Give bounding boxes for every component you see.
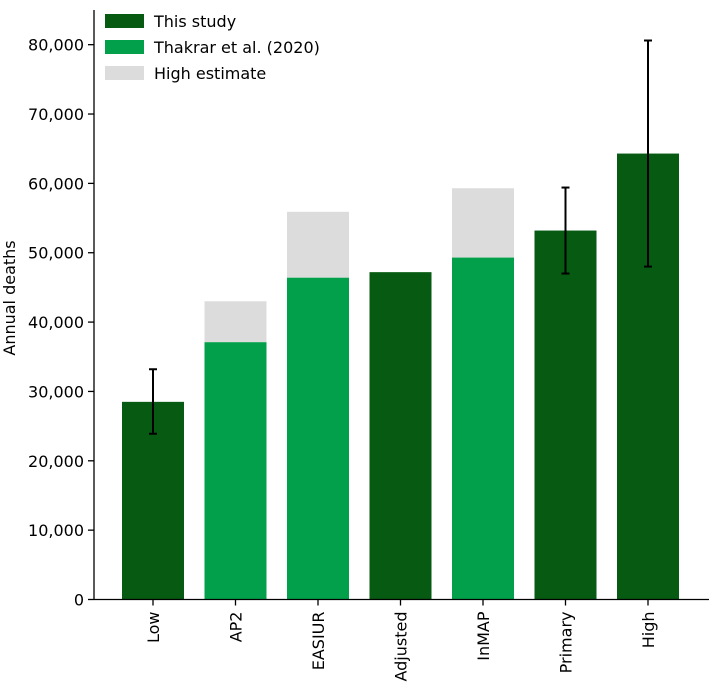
y-tick-label: 10,000 (28, 521, 84, 540)
y-axis-label: Annual deaths (0, 240, 19, 355)
legend-swatch (105, 14, 144, 28)
legend-swatch (105, 40, 144, 54)
x-tick-label: Low (144, 612, 163, 644)
y-tick-label: 50,000 (28, 244, 84, 263)
y-tick-label: 60,000 (28, 174, 84, 193)
y-tick-label: 80,000 (28, 36, 84, 55)
error-bars-layer (149, 39, 652, 435)
y-tick-label: 70,000 (28, 105, 84, 124)
legend-label: High estimate (154, 64, 266, 83)
x-tick-label: Primary (557, 612, 576, 674)
x-tick-label: High (639, 612, 658, 649)
bars-layer (122, 153, 679, 600)
y-tick-label: 20,000 (28, 452, 84, 471)
x-tick-label: AP2 (227, 612, 246, 643)
bar (452, 257, 514, 600)
legend-label: Thakrar et al. (2020) (153, 38, 320, 57)
x-tick-label: EASIUR (309, 612, 328, 671)
bar-high-estimate (452, 188, 514, 258)
x-tick-label: InMAP (474, 611, 493, 661)
bar (122, 401, 184, 600)
bar-high-estimate (204, 301, 267, 343)
y-tick-label: 30,000 (28, 382, 84, 401)
axes-layer (93, 10, 709, 601)
bar (534, 230, 597, 600)
legend-label: This study (153, 12, 236, 31)
bar-high-estimate (287, 211, 349, 278)
x-ticks-layer: Low AP2 EASIUR Adjusted InMAP Primary High (144, 599, 658, 682)
legend: This study Thakrar et al. (2020) High esti… (105, 12, 320, 83)
y-tick-label: 0 (74, 591, 84, 610)
bar (369, 272, 432, 600)
legend-swatch (105, 66, 144, 80)
y-ticks-layer: 0 10,000 20,000 30,000 40,000 50,000 60,000 70,… (28, 36, 94, 610)
bar (204, 342, 267, 600)
bar (287, 277, 349, 600)
y-tick-label: 40,000 (28, 313, 84, 332)
x-tick-label: Adjusted (392, 612, 411, 682)
